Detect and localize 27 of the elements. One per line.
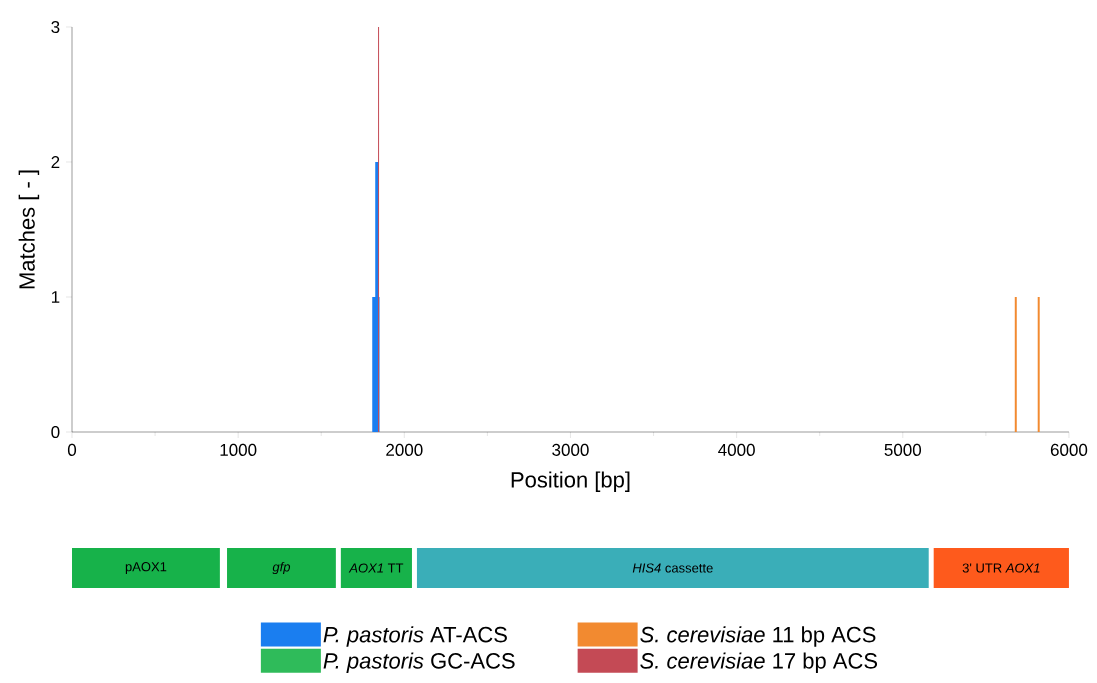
- series-label: gfp: [272, 561, 291, 575]
- series-label: 3' UTR AOX1: [962, 563, 1040, 573]
- series-label: pAOX1: [125, 562, 167, 574]
- legend-label: S. cerevisiae 11 bp ACS: [640, 626, 876, 647]
- bar: [227, 548, 336, 588]
- bar: [340, 548, 412, 588]
- series-label: HIS4 cassette: [632, 563, 713, 573]
- bar: [72, 548, 220, 588]
- x-tick-label: 6000: [1050, 443, 1088, 456]
- bar: [416, 548, 929, 588]
- x-tick-label: 4000: [718, 443, 755, 456]
- bar: [933, 548, 1069, 588]
- x-tick-label: 1000: [220, 443, 257, 456]
- legend-label: P. pastoris GC-ACS: [323, 652, 515, 674]
- y-tick-label: 0: [51, 425, 60, 439]
- x-tick-label: 3000: [552, 443, 589, 456]
- legend-label: P. pastoris AT-ACS: [323, 626, 507, 647]
- y-tick-label: 1: [51, 291, 60, 303]
- x-tick-label: 0: [67, 443, 77, 456]
- y-tick-label: 2: [51, 156, 60, 168]
- x-tick-label: 2000: [386, 443, 423, 456]
- y-tick-label: 3: [51, 20, 60, 34]
- series-label: AOX1 TT: [348, 563, 404, 573]
- y-axis-title: Matches [ - ]: [18, 170, 40, 289]
- x-axis-title: Position [bp]: [511, 471, 630, 492]
- legend-label: S. cerevisiae 17 bp ACS: [640, 652, 878, 674]
- x-tick-label: 5000: [884, 443, 922, 456]
